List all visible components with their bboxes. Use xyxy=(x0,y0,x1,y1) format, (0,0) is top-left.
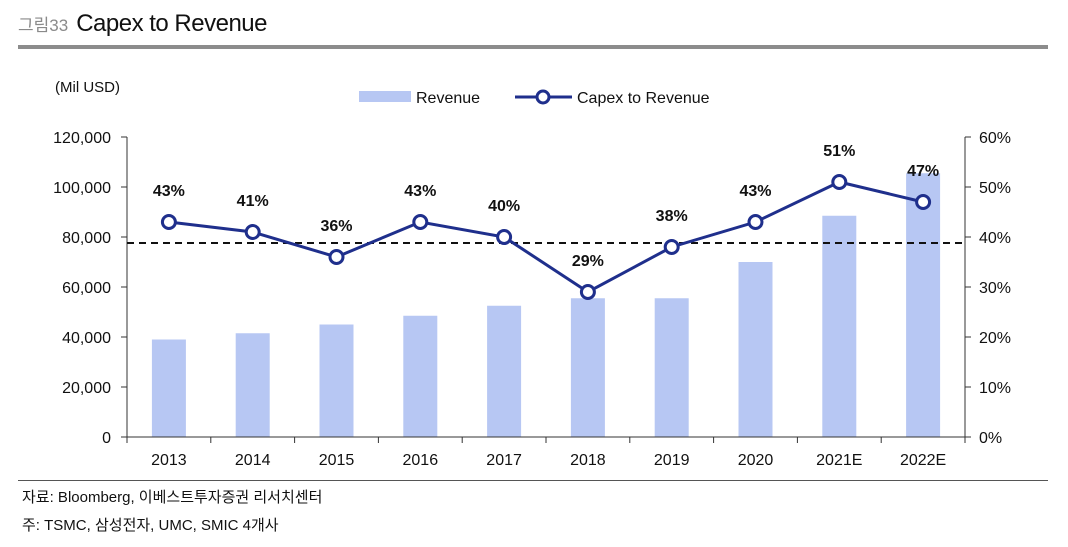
y-left-tick-label: 20,000 xyxy=(62,380,111,397)
capex-point xyxy=(915,194,932,210)
capex-data-label: 40% xyxy=(488,198,520,215)
revenue-bar xyxy=(151,339,186,437)
revenue-bar xyxy=(487,305,522,437)
revenue-bars xyxy=(151,173,941,437)
x-tick-label: 2019 xyxy=(654,452,690,469)
capex-data-label: 38% xyxy=(656,208,688,225)
chart-axes: 0 0% 20,000 10% 40,000 20% 60,000 30% 80,000 40% 1… xyxy=(53,130,1011,469)
capex-point xyxy=(663,239,680,255)
y-right-tick-label: 10% xyxy=(979,380,1011,397)
y-left-tick-label: 80,000 xyxy=(62,230,111,247)
legend-revenue-swatch xyxy=(359,91,411,102)
capex-data-label: 47% xyxy=(907,163,939,180)
capex-data-label: 36% xyxy=(320,218,352,235)
capex-point xyxy=(831,174,848,190)
header-rule xyxy=(18,45,1048,49)
capex-line xyxy=(168,180,924,294)
x-tick-label: 2020 xyxy=(738,452,774,469)
capex-point xyxy=(747,214,764,230)
capex-point xyxy=(328,249,345,265)
capex-data-label: 43% xyxy=(153,183,185,200)
y-right-tick-label: 30% xyxy=(979,280,1011,297)
y-right-tick-label: 50% xyxy=(979,180,1011,197)
footnote: 주: TSMC, 삼성전자, UMC, SMIC 4개사 xyxy=(22,517,279,534)
x-tick-label: 2015 xyxy=(319,452,355,469)
x-tick-label: 2018 xyxy=(570,452,606,469)
x-tick-label: 2014 xyxy=(235,452,271,469)
revenue-bar xyxy=(235,333,270,437)
x-tick-label: 2013 xyxy=(151,452,187,469)
figure-number: 그림33 xyxy=(18,16,69,35)
y-left-tick-label: 120,000 xyxy=(53,130,111,147)
capex-data-label: 43% xyxy=(404,183,436,200)
x-tick-label: 2017 xyxy=(486,452,522,469)
capex-data-label: 41% xyxy=(237,193,269,210)
capex-data-label: 29% xyxy=(572,253,604,270)
revenue-bar xyxy=(906,173,941,437)
revenue-bar xyxy=(822,215,857,437)
capex-line-group: 43% 41% 36% 43% 40% 29% 38% 43% 51% 47% xyxy=(153,143,939,300)
y-axis-left-label: (Mil USD) xyxy=(55,79,120,96)
capex-point xyxy=(244,224,261,240)
revenue-bar xyxy=(570,298,605,437)
x-tick-label: 2022E xyxy=(900,452,946,469)
source-note: 자료: Bloomberg, 이베스트투자증권 리서치센터 xyxy=(22,489,323,506)
y-right-tick-label: 20% xyxy=(979,330,1011,347)
figure-title: Capex to Revenue xyxy=(76,10,267,37)
capex-data-label: 43% xyxy=(739,183,771,200)
figure-header: 그림33 Capex to Revenue xyxy=(18,10,267,42)
y-right-tick-label: 60% xyxy=(979,130,1011,147)
x-tick-label: 2021E xyxy=(816,452,862,469)
revenue-bar xyxy=(654,298,689,437)
capex-revenue-chart: (Mil USD) Revenue Capex to Revenue 0 0% 20… xyxy=(53,79,1011,469)
legend-capex-marker xyxy=(535,89,551,105)
revenue-bar xyxy=(738,262,773,437)
capex-point xyxy=(160,214,177,230)
y-left-tick-label: 100,000 xyxy=(53,180,111,197)
footer-rule xyxy=(18,480,1048,481)
x-tick-label: 2016 xyxy=(403,452,439,469)
capex-data-label: 51% xyxy=(823,143,855,160)
revenue-bar xyxy=(319,324,354,437)
capex-point xyxy=(412,214,429,230)
capex-point xyxy=(496,229,513,245)
y-left-tick-label: 60,000 xyxy=(62,280,111,297)
y-left-tick-label: 0 xyxy=(102,430,111,447)
capex-point xyxy=(579,284,596,300)
y-right-tick-label: 40% xyxy=(979,230,1011,247)
legend-capex-label: Capex to Revenue xyxy=(577,90,710,107)
legend-revenue-label: Revenue xyxy=(416,90,480,107)
y-left-tick-label: 40,000 xyxy=(62,330,111,347)
revenue-bar xyxy=(403,315,438,437)
y-right-tick-label: 0% xyxy=(979,430,1002,447)
